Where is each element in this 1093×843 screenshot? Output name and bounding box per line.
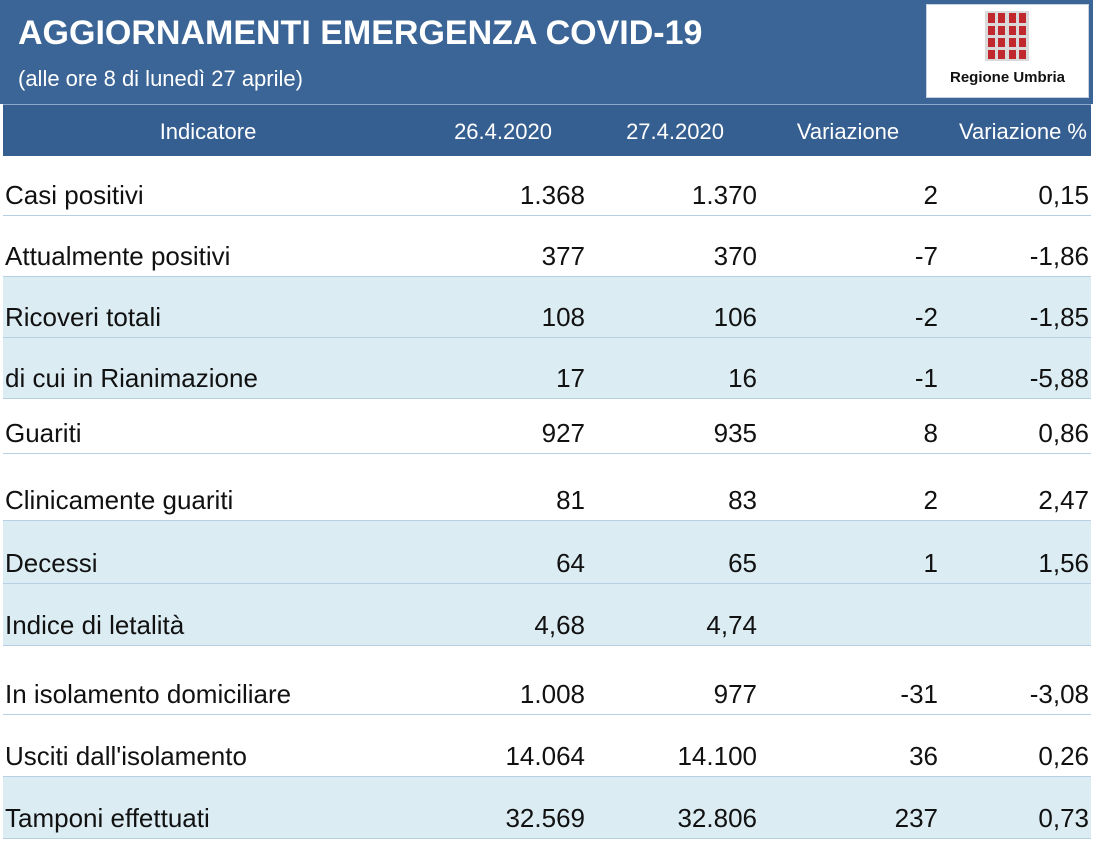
table-row: In isolamento domiciliare 1.008 977 -31 …: [3, 646, 1091, 715]
cell-variazione-pct: 0,73: [1038, 803, 1089, 833]
report-header: AGGIORNAMENTI EMERGENZA COVID-19 (alle o…: [0, 0, 1093, 104]
cell-variazione: 1: [923, 548, 938, 578]
report-subtitle: (alle ore 8 di lunedì 27 aprile): [18, 66, 303, 91]
cell-date-1: 64: [556, 548, 585, 578]
cell-date-1: 377: [541, 241, 585, 271]
column-header-indicatore: Indicatore: [159, 119, 257, 144]
cell-date-1: 14.064: [505, 741, 585, 771]
cell-date-2: 65: [728, 548, 757, 578]
cell-date-2: 32.806: [677, 803, 757, 833]
report-title: AGGIORNAMENTI EMERGENZA COVID-19: [18, 14, 703, 52]
cell-date-1: 81: [556, 485, 585, 515]
cell-variazione: 8: [923, 418, 938, 448]
cell-variazione: 2: [923, 485, 938, 515]
logo-text: Regione Umbria: [949, 69, 1066, 86]
cell-variazione: 36: [909, 741, 938, 771]
cell-variazione-pct: 0,15: [1038, 180, 1089, 210]
table-row: Tamponi effettuati 32.569 32.806 237 0,7…: [3, 777, 1091, 839]
table-row: Usciti dall'isolamento 14.064 14.100 36 …: [3, 715, 1091, 777]
regione-umbria-logo: Regione Umbria: [926, 4, 1089, 98]
cell-indicator: Attualmente positivi: [5, 241, 231, 271]
table-row: Attualmente positivi 377 370 -7 -1,86: [3, 216, 1091, 277]
cell-variazione-pct: 0,86: [1038, 418, 1089, 448]
column-header-variazione: Variazione: [796, 119, 900, 144]
cell-variazione-pct: 0,26: [1038, 741, 1089, 771]
cell-date-2: 4,74: [706, 610, 757, 640]
cell-date-1: 1.368: [519, 180, 585, 210]
cell-date-2: 370: [713, 241, 757, 271]
cell-variazione-pct: -5,88: [1029, 363, 1089, 393]
cell-date-1: 32.569: [505, 803, 585, 833]
table-row: Ricoveri totali 108 106 -2 -1,85: [3, 277, 1091, 338]
cell-date-2: 14.100: [677, 741, 757, 771]
cell-date-2: 1.370: [691, 180, 757, 210]
cell-indicator: Usciti dall'isolamento: [5, 741, 247, 771]
table-row: di cui in Rianimazione 17 16 -1 -5,88: [3, 338, 1091, 399]
column-header-date-1: 26.4.2020: [454, 119, 552, 144]
cell-date-1: 927: [541, 418, 585, 448]
table-row: Casi positivi 1.368 1.370 2 0,15: [3, 155, 1091, 216]
cell-variazione: -1: [914, 363, 938, 393]
cell-indicator: Indice di letalità: [5, 610, 185, 640]
cell-variazione: -7: [914, 241, 938, 271]
cell-variazione-pct: 2,47: [1038, 485, 1089, 515]
cell-indicator: di cui in Rianimazione: [5, 363, 258, 393]
cell-indicator: Ricoveri totali: [5, 302, 162, 332]
cell-variazione: -31: [900, 679, 938, 709]
cell-date-2: 83: [728, 485, 757, 515]
column-header-variazione-pct: Variazione %: [959, 119, 1087, 144]
cell-date-1: 17: [556, 363, 585, 393]
cell-date-2: 935: [713, 418, 757, 448]
cell-variazione: 2: [923, 180, 938, 210]
table-row: Clinicamente guariti 81 83 2 2,47: [3, 454, 1091, 521]
cell-indicator: Tamponi effettuati: [5, 803, 210, 833]
cell-indicator: Guariti: [5, 418, 82, 448]
cell-date-1: 108: [541, 302, 585, 332]
cell-indicator: Decessi: [5, 548, 98, 578]
cell-indicator: Casi positivi: [5, 180, 144, 210]
cell-date-2: 16: [728, 363, 757, 393]
cell-date-2: 977: [713, 679, 757, 709]
regione-umbria-emblem-icon: [985, 11, 1029, 61]
cell-variazione-pct: 1,56: [1038, 548, 1089, 578]
cell-variazione-pct: -1,86: [1029, 241, 1089, 271]
cell-date-1: 1.008: [519, 679, 585, 709]
cell-variazione: 237: [894, 803, 938, 833]
column-header-date-2: 27.4.2020: [626, 119, 724, 144]
table-row: Indice di letalità 4,68 4,74: [3, 584, 1091, 646]
table-column-header: Indicatore 26.4.2020 27.4.2020 Variazion…: [3, 104, 1091, 156]
table-row: Guariti 927 935 8 0,86: [3, 399, 1091, 454]
cell-indicator: Clinicamente guariti: [5, 485, 234, 515]
cell-indicator: In isolamento domiciliare: [5, 679, 292, 709]
cell-date-2: 106: [713, 302, 757, 332]
cell-variazione-pct: -1,85: [1029, 302, 1089, 332]
table-row: Decessi 64 65 1 1,56: [3, 521, 1091, 584]
cell-variazione: -2: [914, 302, 938, 332]
cell-variazione-pct: -3,08: [1029, 679, 1089, 709]
cell-date-1: 4,68: [534, 610, 585, 640]
